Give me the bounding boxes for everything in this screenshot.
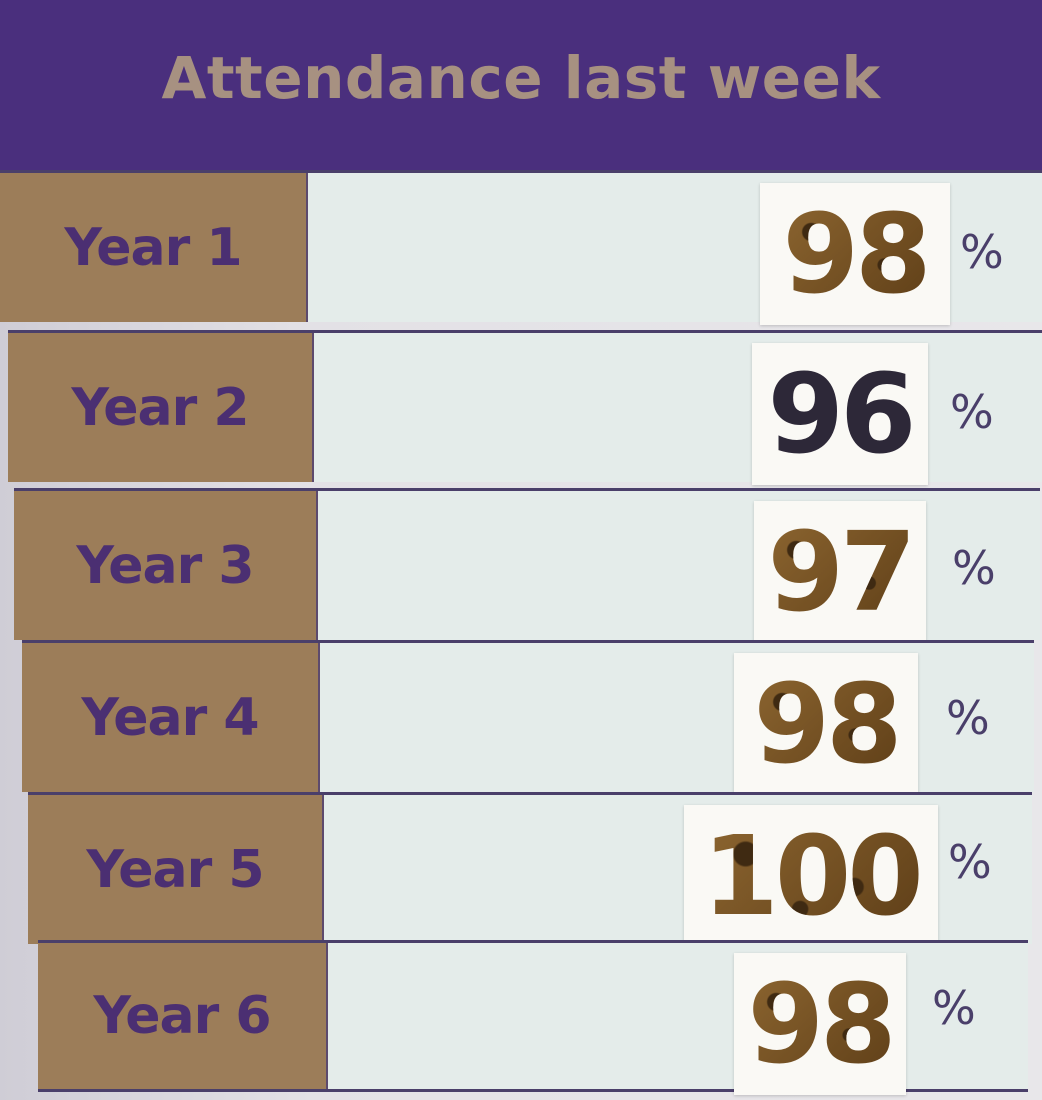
board-header: Attendance last week — [0, 0, 1042, 170]
row-value-cell: 100 % — [324, 795, 1032, 947]
row-label-cell: Year 6 — [38, 943, 328, 1089]
attendance-value: 98 — [747, 960, 893, 1088]
attendance-value: 98 — [753, 660, 899, 788]
attendance-value: 98 — [782, 190, 928, 318]
row-label-cell: Year 3 — [14, 491, 318, 640]
row-label: Year 1 — [64, 217, 242, 278]
row-label: Year 4 — [81, 687, 259, 748]
board-title: Attendance last week — [161, 44, 881, 112]
value-card: 96 — [752, 343, 928, 485]
attendance-row-year-2: Year 2 96 % — [8, 330, 1042, 485]
value-card: 100 — [684, 805, 938, 947]
percent-sign: % — [952, 541, 996, 595]
percent-sign: % — [960, 225, 1004, 279]
row-label-cell: Year 1 — [0, 173, 308, 322]
row-label: Year 3 — [76, 535, 254, 596]
attendance-row-year-3: Year 3 97 % — [14, 488, 1040, 643]
attendance-row-year-5: Year 5 100 % — [28, 792, 1032, 947]
attendance-value: 97 — [767, 508, 913, 636]
row-label-cell: Year 4 — [22, 643, 320, 792]
attendance-row-year-6: Year 6 98 % — [38, 940, 1028, 1095]
row-value-cell: 98 % — [328, 943, 1028, 1095]
value-card: 97 — [754, 501, 926, 643]
attendance-row-year-4: Year 4 98 % — [22, 640, 1034, 795]
percent-sign: % — [950, 385, 994, 439]
percent-sign: % — [932, 981, 976, 1035]
row-value-cell: 96 % — [314, 333, 1042, 485]
row-label: Year 2 — [71, 377, 249, 438]
value-card: 98 — [734, 953, 906, 1095]
row-label: Year 5 — [86, 839, 264, 900]
attendance-value: 96 — [767, 350, 916, 478]
value-card: 98 — [760, 183, 950, 325]
percent-sign: % — [948, 835, 992, 889]
attendance-row-year-1: Year 1 98 % — [0, 170, 1042, 325]
percent-sign: % — [946, 691, 990, 745]
attendance-value: 100 — [702, 812, 920, 940]
row-value-cell: 97 % — [318, 491, 1040, 643]
row-label: Year 6 — [93, 986, 271, 1046]
row-value-cell: 98 % — [308, 173, 1042, 325]
row-value-cell: 98 % — [320, 643, 1034, 795]
row-label-cell: Year 2 — [8, 333, 314, 482]
row-label-cell: Year 5 — [28, 795, 324, 944]
value-card: 98 — [734, 653, 918, 795]
